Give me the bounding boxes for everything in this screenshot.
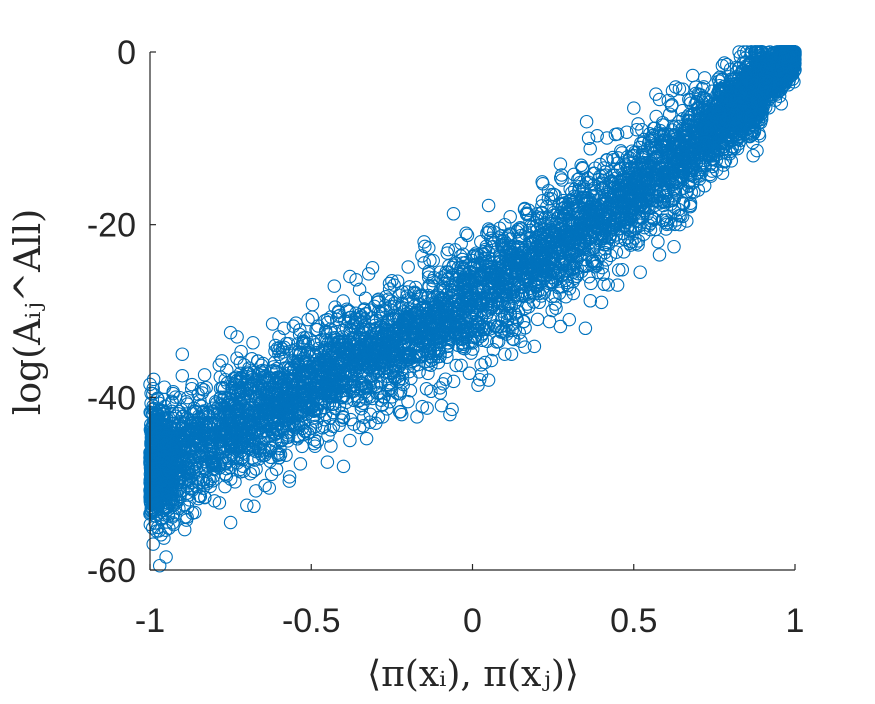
data-point <box>590 129 604 143</box>
data-point <box>343 412 358 427</box>
data-point <box>480 334 494 349</box>
data-point <box>401 260 415 274</box>
data-point <box>234 344 248 359</box>
data-point <box>449 358 463 373</box>
scatter-points <box>143 45 802 573</box>
data-point <box>349 273 363 287</box>
data-point <box>527 339 542 354</box>
data-point <box>651 234 665 249</box>
data-point <box>472 372 487 387</box>
data-point <box>264 467 279 482</box>
data-point <box>553 157 568 171</box>
data-point <box>530 312 545 327</box>
data-point <box>327 279 342 293</box>
data-point <box>665 98 679 112</box>
data-point <box>583 294 598 308</box>
data-point <box>685 68 700 83</box>
data-point <box>197 368 212 382</box>
data-point <box>177 522 192 537</box>
data-point <box>146 372 161 387</box>
data-point <box>258 478 272 493</box>
data-point <box>247 499 261 514</box>
data-point <box>481 198 496 213</box>
data-point <box>617 245 631 259</box>
data-point <box>289 316 303 330</box>
data-point <box>631 234 646 248</box>
data-point <box>579 176 594 190</box>
data-point <box>546 187 561 202</box>
data-point <box>249 484 263 498</box>
data-point <box>272 347 286 362</box>
data-point <box>228 475 242 489</box>
data-point <box>535 194 550 208</box>
data-point <box>672 82 687 96</box>
data-point <box>293 457 308 471</box>
data-point <box>715 59 730 73</box>
data-point <box>667 239 681 254</box>
data-point <box>446 374 461 389</box>
data-point <box>305 297 320 312</box>
data-point <box>584 276 598 291</box>
data-point <box>426 273 440 288</box>
data-point <box>737 45 751 59</box>
data-point <box>662 107 677 121</box>
data-point <box>215 354 229 368</box>
data-point <box>522 223 537 238</box>
data-point <box>269 462 284 476</box>
data-point <box>359 431 374 446</box>
data-point <box>545 303 559 318</box>
data-point <box>555 173 569 187</box>
data-point <box>246 464 260 479</box>
data-point <box>462 366 477 381</box>
data-point <box>474 358 488 372</box>
data-point <box>246 336 260 350</box>
data-point <box>392 405 407 419</box>
